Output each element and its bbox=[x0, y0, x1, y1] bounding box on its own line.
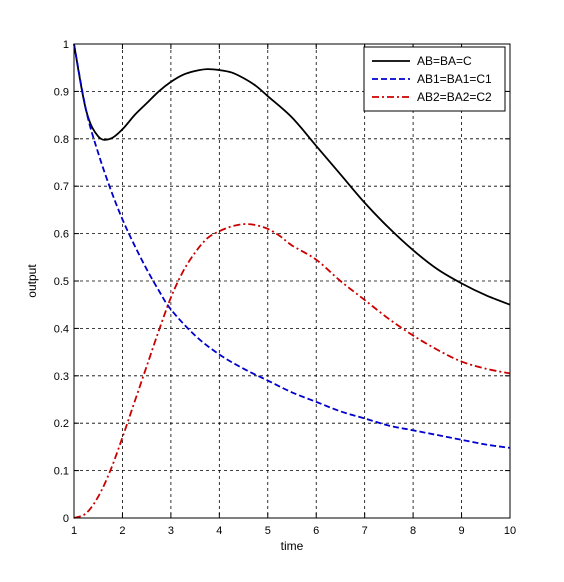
legend-label-1: AB=BA=C bbox=[417, 54, 472, 68]
x-tick-label: 10 bbox=[504, 525, 516, 537]
x-tick-labels: 1 2 3 4 5 6 7 8 9 10 bbox=[71, 525, 516, 537]
x-tick-label: 6 bbox=[313, 525, 319, 537]
x-tick-label: 5 bbox=[265, 525, 271, 537]
x-tick-label: 4 bbox=[216, 525, 222, 537]
ticks bbox=[73, 43, 511, 519]
legend-box bbox=[363, 46, 506, 112]
x-tick-label: 7 bbox=[362, 525, 368, 537]
series-layer bbox=[73, 43, 511, 519]
y-tick-label: 0.9 bbox=[54, 86, 69, 98]
y-axis-title: output bbox=[25, 264, 39, 298]
series-line-3 bbox=[73, 223, 511, 519]
y-tick-label: 0 bbox=[63, 513, 69, 525]
y-tick-labels: 0 0.1 0.2 0.3 0.4 0.5 0.6 0.7 0.8 0.9 1 bbox=[54, 39, 69, 525]
y-tick-label: 0.4 bbox=[54, 323, 69, 335]
x-axis-title: time bbox=[281, 539, 304, 553]
legend-label-3: AB2=BA2=C2 bbox=[417, 90, 492, 104]
y-tick-label: 0.6 bbox=[54, 229, 69, 241]
grid bbox=[74, 44, 510, 518]
y-tick-label: 0.2 bbox=[54, 418, 69, 430]
legend-items: AB=BA=C AB1=BA1=C1 AB2=BA2=C2 bbox=[372, 54, 492, 104]
x-tick-label: 8 bbox=[410, 525, 416, 537]
y-tick-label: 1 bbox=[63, 39, 69, 51]
y-tick-label: 0.5 bbox=[54, 276, 69, 288]
y-tick-label: 0.7 bbox=[54, 181, 69, 193]
x-tick-label: 3 bbox=[168, 525, 174, 537]
series-line-1 bbox=[73, 43, 511, 306]
legend-label-2: AB1=BA1=C1 bbox=[417, 72, 492, 86]
x-tick-label: 9 bbox=[458, 525, 464, 537]
x-tick-label: 2 bbox=[119, 525, 125, 537]
x-tick-label: 1 bbox=[71, 525, 77, 537]
legend: AB=BA=C AB1=BA1=C1 AB2=BA2=C2 bbox=[363, 46, 506, 112]
series-line-2 bbox=[73, 43, 511, 449]
y-tick-label: 0.3 bbox=[54, 371, 69, 383]
y-tick-label: 0.1 bbox=[54, 466, 69, 478]
y-tick-label: 0.8 bbox=[54, 134, 69, 146]
